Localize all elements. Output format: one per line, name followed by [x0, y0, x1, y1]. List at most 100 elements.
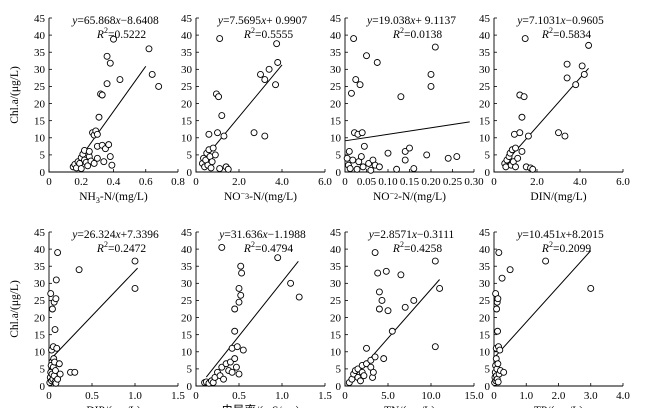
x-tick-label: 2.0: [530, 176, 544, 188]
data-point: [520, 93, 528, 101]
data-point: [494, 295, 502, 303]
data-point: [401, 303, 409, 311]
y-tick-label: 30: [479, 278, 491, 290]
data-point: [90, 159, 98, 167]
y-tick-label: 40: [479, 30, 491, 42]
data-point: [343, 154, 351, 162]
y-tick-label: 30: [479, 64, 491, 76]
y-tick-label: 35: [330, 261, 342, 273]
data-point: [384, 307, 392, 315]
x-tick-label: 4.0: [616, 390, 630, 402]
y-tick-label: 20: [34, 98, 46, 110]
r-squared: R2=0.5555: [243, 26, 293, 41]
data-point: [53, 344, 61, 352]
scatter-panel-7: 0 5 10 15 20 25 30 35 40 45 0 5.0 10.0 15.0 TN/(mg/L) y…: [330, 227, 484, 408]
x-tick-label: 1.0: [519, 390, 533, 402]
y-tick-label: 10: [479, 133, 491, 145]
y-tick-label: 45: [34, 227, 46, 239]
data-point: [495, 249, 503, 256]
x-axis-label: 电导率/(mS/cm): [222, 403, 300, 408]
data-point: [51, 326, 59, 333]
data-point: [52, 367, 59, 375]
data-point: [348, 89, 355, 97]
data-point: [218, 243, 226, 251]
regression-line: [48, 267, 138, 362]
y-tick-label: 15: [181, 115, 193, 127]
data-point: [363, 52, 370, 60]
x-tick-label: 0.30: [464, 176, 484, 188]
data-point: [427, 82, 435, 90]
data-point: [54, 249, 62, 256]
data-point: [274, 59, 282, 66]
data-point: [287, 279, 295, 287]
y-tick-label: 45: [330, 227, 342, 239]
r-squared: R2=0.5222: [96, 26, 146, 41]
x-tick-label: 0.2: [74, 176, 88, 188]
y-tick-label: 25: [181, 295, 193, 307]
data-point: [358, 129, 366, 137]
r-squared: R2=0.2099: [541, 240, 591, 255]
x-tick-label: 0: [46, 390, 52, 402]
x-tick-label: 0.5: [85, 390, 99, 402]
data-point: [378, 296, 386, 304]
data-point: [52, 276, 60, 284]
y-tick-label: 25: [34, 295, 46, 307]
data-point: [216, 35, 224, 42]
data-point: [367, 166, 375, 174]
data-point: [235, 298, 243, 306]
data-point: [131, 257, 139, 265]
y-tick-label: 15: [479, 329, 491, 341]
scatter-panel-6: 0 5 10 15 20 25 30 35 40 45 0 0.5 1.0 1.5 电导率/(mS/cm) y…: [181, 227, 332, 408]
data-point: [218, 112, 226, 119]
data-point: [410, 165, 418, 173]
y-tick-label: 35: [34, 47, 46, 59]
data-point: [371, 353, 379, 361]
r-squared: R2=0.0138: [392, 26, 442, 41]
y-tick-label: 40: [181, 30, 193, 42]
x-tick-label: 0: [342, 176, 348, 188]
data-point: [100, 158, 108, 166]
data-point: [512, 163, 519, 171]
data-point: [93, 154, 101, 162]
data-point: [350, 35, 358, 42]
data-point: [238, 269, 246, 277]
data-point: [363, 344, 370, 352]
x-axis-label: DIP/(mg/L): [86, 405, 140, 408]
axes: [493, 232, 623, 387]
data-point: [512, 144, 519, 152]
y-tick-label: 15: [34, 329, 46, 341]
data-point: [232, 363, 240, 371]
data-point: [529, 165, 537, 173]
data-point: [397, 271, 405, 279]
data-point: [506, 266, 514, 274]
x-tick-label: 0.5: [232, 390, 246, 402]
y-tick-label: 20: [479, 312, 491, 324]
x-tick-label: 0.20: [421, 176, 441, 188]
data-point: [524, 132, 532, 140]
data-point: [52, 295, 60, 303]
data-point: [145, 45, 153, 53]
x-tick-label: 0.05: [357, 176, 377, 188]
data-point: [380, 355, 388, 363]
data-point: [257, 71, 264, 78]
regression-line: [205, 260, 299, 378]
data-point: [265, 65, 273, 73]
data-point: [216, 165, 224, 173]
data-point: [493, 305, 501, 313]
data-point: [371, 249, 379, 256]
x-tick-label: 0.15: [400, 176, 420, 188]
y-tick-label: 10: [479, 347, 491, 359]
data-point: [349, 156, 357, 164]
data-point: [48, 305, 56, 313]
data-point: [211, 151, 219, 159]
y-tick-label: 40: [330, 30, 342, 42]
y-tick-label: 35: [479, 261, 491, 273]
data-point: [233, 343, 241, 351]
x-axis-label: TN/(mg/L): [384, 405, 435, 408]
data-point: [500, 368, 508, 376]
data-point: [444, 154, 452, 162]
x-tick-label: 0.10: [378, 176, 398, 188]
y-tick-label: 30: [181, 64, 193, 76]
r-squared: R2=0.4258: [392, 240, 442, 255]
data-point: [346, 165, 354, 173]
